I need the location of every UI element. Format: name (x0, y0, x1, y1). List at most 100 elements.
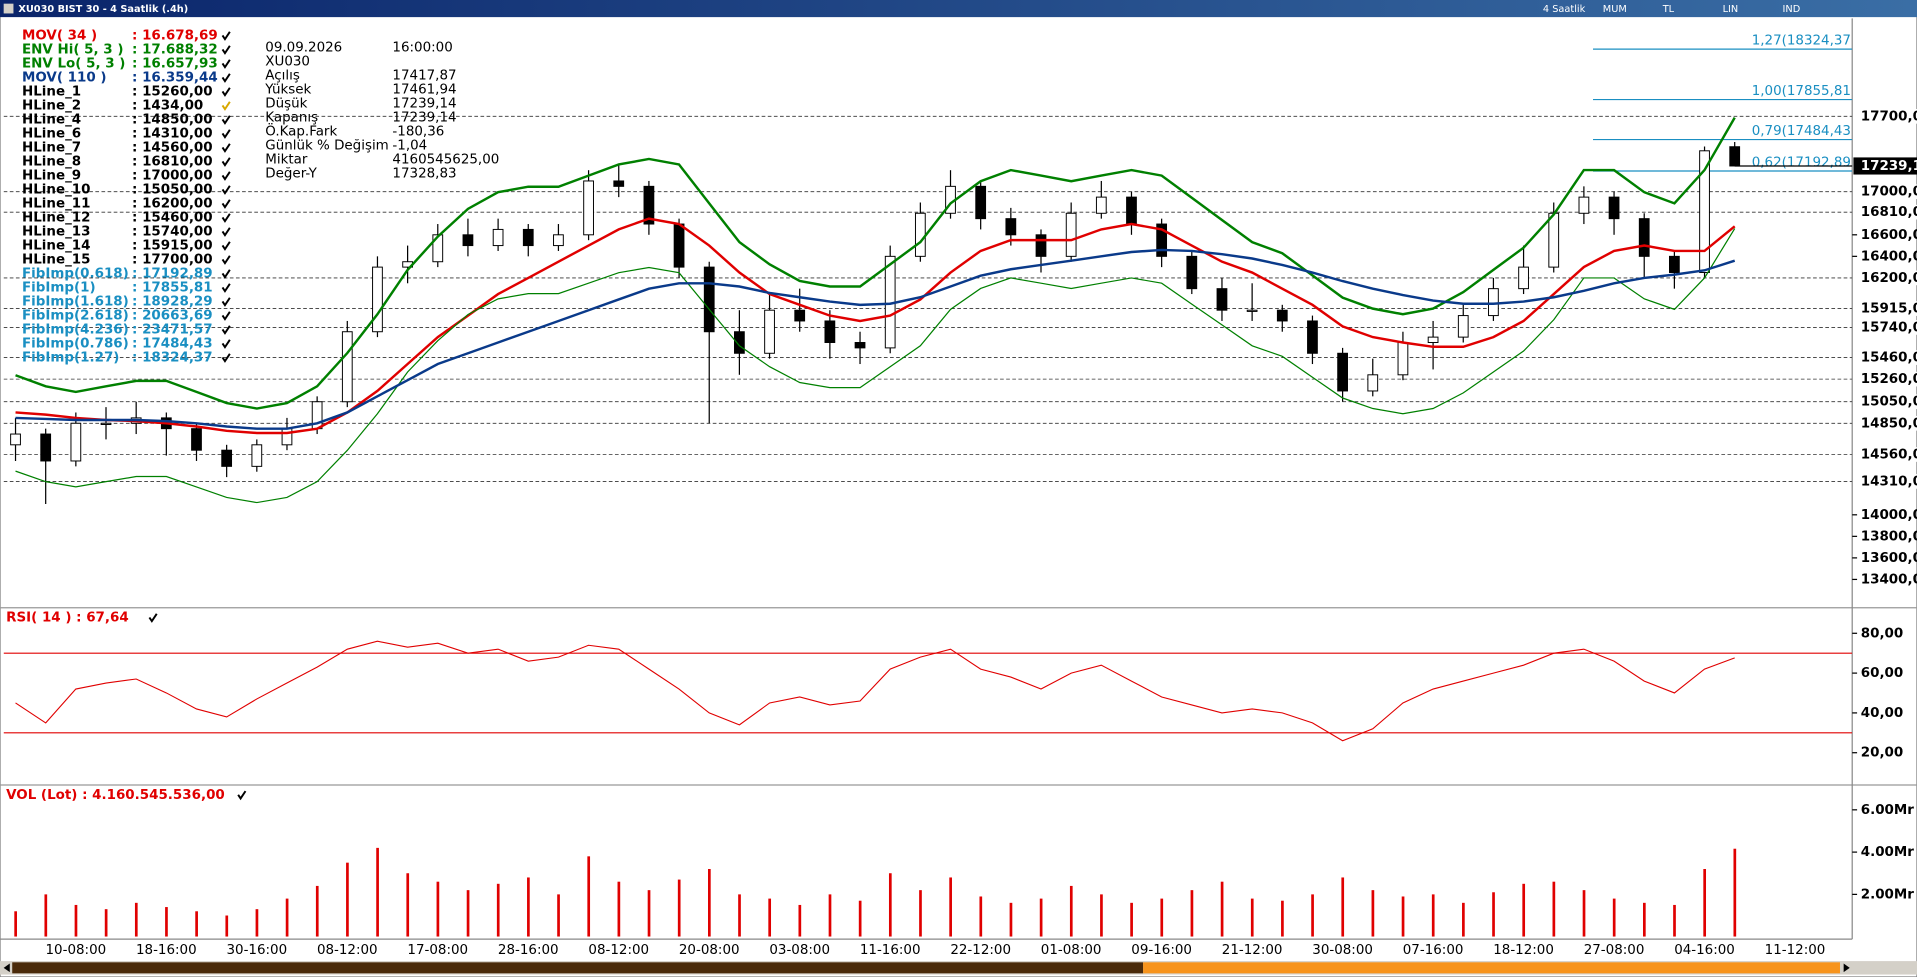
volume-bar (1703, 869, 1707, 937)
scrollbar-thumb[interactable] (1143, 962, 1840, 974)
candle-body (1699, 150, 1710, 273)
volume-bar (738, 894, 741, 937)
volume-bar (406, 873, 410, 937)
check-icon (221, 185, 231, 195)
x-tick-label: 04-16:00 (1674, 943, 1735, 958)
check-icon (221, 297, 231, 307)
volume-bar (1281, 900, 1284, 937)
candle-body (1307, 320, 1318, 354)
legend-value: : 16200,00 (132, 196, 213, 211)
scroll-right[interactable] (1843, 963, 1850, 973)
info-text: 4160545625,00 (392, 153, 499, 168)
volume-bar (527, 877, 530, 937)
y-tick-label: 80,00 (1861, 626, 1904, 641)
check-icon (221, 87, 231, 97)
legend-value: : 17000,00 (132, 168, 213, 183)
volume-bar (1552, 881, 1556, 937)
legend-name: HLine_10 (22, 182, 91, 197)
legend-value: : 16.678,69 (132, 28, 218, 43)
y-tick-label: 60,00 (1861, 666, 1904, 681)
volume-bar (285, 898, 289, 937)
candle-body (1427, 336, 1439, 343)
info-text: -1,04 (392, 139, 427, 154)
candle-body (854, 342, 866, 349)
info-text: 16:00:00 (392, 41, 452, 56)
volume-bar (1673, 904, 1676, 937)
indicator-line (15, 228, 1736, 504)
fib-label: 0,62(17192,89 (1752, 155, 1851, 170)
hline-tag-bg (1853, 270, 1917, 286)
hline-tag: 15740,00 (1861, 320, 1917, 335)
candle-body (1095, 196, 1107, 214)
check-icon (148, 613, 158, 623)
candle-body (1367, 374, 1379, 392)
volume-bar (1642, 902, 1646, 937)
hline-tag: 16200,00 (1861, 271, 1917, 286)
window-title: XU030 BIST 30 - 4 Saatlik (.4h) (18, 4, 188, 15)
candle-body (734, 331, 745, 354)
candle-body (1246, 309, 1258, 312)
volume-bar (165, 907, 168, 937)
x-tick-label: 30-16:00 (226, 943, 287, 958)
legend-name: ENV Hi( 5, 3 ) (22, 42, 123, 57)
toolbar-button[interactable]: TL (1662, 4, 1675, 15)
legend-name: FibImp(1.27) (22, 350, 119, 365)
y-tick-label: 13600,00 (1861, 551, 1917, 566)
panel-title: RSI( 14 ) : 67,64 (6, 611, 129, 626)
legend-value: : 15050,00 (132, 182, 213, 197)
fib-label: 1,27(18324,37 (1752, 34, 1851, 49)
volume-bar (1733, 848, 1737, 937)
volume-bar (919, 890, 922, 937)
toolbar-button[interactable]: MUM (1603, 4, 1627, 15)
legend-value: : 17192,89 (132, 266, 213, 281)
candle-body (462, 234, 474, 247)
info-text: Günlük % Değişim (265, 139, 388, 154)
x-tick-label: 30-08:00 (1312, 943, 1373, 958)
toolbar-button[interactable]: IND (1783, 4, 1801, 15)
hline-tag-bg (1853, 350, 1917, 365)
rsi-panel (3, 640, 1853, 742)
candle-body (1608, 196, 1620, 220)
y-tick-label: 20,00 (1861, 746, 1904, 761)
volume-bar (1250, 898, 1254, 937)
toolbar-button[interactable]: LIN (1723, 4, 1739, 15)
volume-bar (104, 909, 108, 937)
legend-value: : 14850,00 (132, 112, 213, 127)
candle-body (70, 422, 82, 462)
hline-tag-bg (1853, 204, 1917, 220)
volume-bar (134, 902, 138, 937)
hline-tag: 15915,00 (1861, 302, 1917, 317)
toolbar-button[interactable]: 4 Saatlik (1543, 4, 1586, 15)
candle-body (1126, 196, 1137, 225)
hline-tag-bg (1853, 301, 1917, 316)
y-tick-label: 16600,00 (1861, 228, 1917, 243)
hline-tag: 14310,00 (1861, 474, 1917, 489)
volume-bar (74, 904, 78, 937)
legend-name: HLine_11 (22, 196, 91, 211)
volume-bar (1069, 885, 1073, 937)
info-text: Açılış (265, 69, 300, 84)
y-tick-label: 13800,00 (1861, 529, 1917, 544)
info-text: 17239,14 (392, 111, 456, 126)
volume-bar (1371, 890, 1375, 937)
candle-body (1548, 212, 1560, 268)
panel-title: VOL (Lot) : 4.160.545.536,00 (6, 788, 225, 803)
x-tick-label: 07-16:00 (1403, 943, 1464, 958)
y-tick-label: 40,00 (1861, 706, 1904, 721)
check-icon (221, 59, 231, 69)
check-icon (221, 171, 231, 181)
x-tick-label: 10-08:00 (46, 943, 107, 958)
volume-bar (828, 894, 832, 937)
candle-body (1729, 146, 1741, 167)
x-tick-label: 21-12:00 (1222, 943, 1283, 958)
scroll-left[interactable] (3, 963, 10, 973)
x-tick-label: 08-12:00 (317, 943, 378, 958)
check-icon (221, 227, 231, 237)
check-icon (221, 129, 231, 139)
legend-value: : 15740,00 (132, 224, 213, 239)
volume-bar (708, 869, 711, 937)
candle-body (1578, 196, 1590, 214)
legend-name: HLine_6 (22, 126, 81, 141)
hline-tag: 15050,00 (1861, 395, 1917, 410)
